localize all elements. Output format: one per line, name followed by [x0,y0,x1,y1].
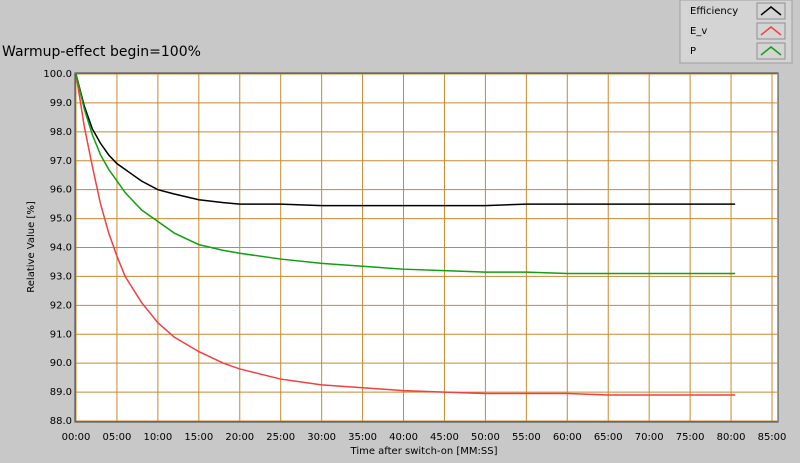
series-line [75,73,736,275]
legend-label: P [690,46,696,57]
y-tick-label: 100.0 [43,69,72,80]
legend-swatch-box [756,2,786,20]
legend-label: Efficiency [690,6,738,17]
series-line [75,73,736,396]
legend-label: E_v [690,26,707,37]
x-tick-label: 20:00 [225,432,254,443]
y-tick-label: 98.0 [50,127,72,138]
x-tick-label: 30:00 [307,432,336,443]
legend-swatch [760,46,782,56]
y-tick-label: 88.0 [50,416,72,427]
y-axis-label: Relative Value [%] [26,201,37,293]
x-tick-label: 80:00 [717,432,746,443]
y-tick-label: 96.0 [50,185,72,196]
x-tick-label: 10:00 [143,432,172,443]
y-tick-label: 90.0 [50,358,72,369]
y-tick-label: 97.0 [50,156,72,167]
legend-swatch [760,26,782,36]
y-tick-label: 92.0 [50,300,72,311]
y-tick-label: 99.0 [50,98,72,109]
legend-swatch-box [756,42,786,60]
x-tick-label: 50:00 [471,432,500,443]
x-tick-label: 35:00 [348,432,377,443]
x-tick-label: 70:00 [635,432,664,443]
x-tick-label: 15:00 [184,432,213,443]
x-tick-label: 40:00 [389,432,418,443]
y-tick-label: 94.0 [50,243,72,254]
x-tick-label: 55:00 [512,432,541,443]
legend-swatch [760,6,782,16]
y-tick-label: 89.0 [50,387,72,398]
chart-title: Warmup-effect begin=100% [2,44,201,60]
x-tick-label: 45:00 [430,432,459,443]
x-tick-label: 60:00 [553,432,582,443]
x-tick-label: 25:00 [266,432,295,443]
series-line [75,73,736,207]
x-tick-label: 05:00 [103,432,132,443]
x-tick-label: 75:00 [676,432,705,443]
x-tick-label: 00:00 [62,432,91,443]
x-tick-label: 65:00 [594,432,623,443]
legend-swatch-box [756,22,786,40]
y-tick-label: 93.0 [50,271,72,282]
y-tick-label: 91.0 [50,329,72,340]
x-axis-label: Time after switch-on [MM:SS] [350,446,498,457]
y-tick-label: 95.0 [50,214,72,225]
x-tick-label: 85:00 [758,432,787,443]
